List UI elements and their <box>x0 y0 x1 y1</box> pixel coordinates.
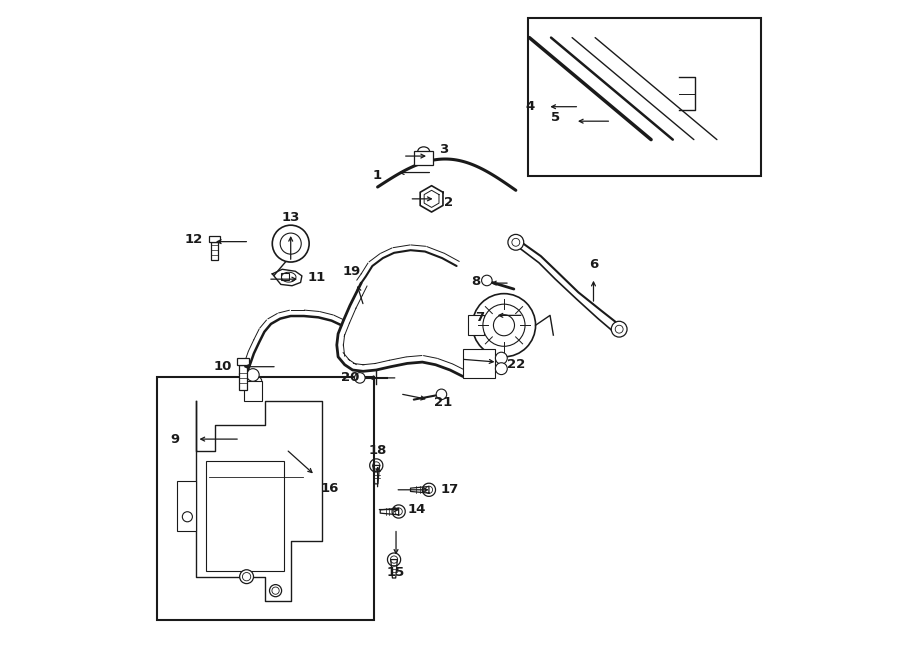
Text: 2: 2 <box>444 196 454 209</box>
Circle shape <box>242 572 251 581</box>
Circle shape <box>482 275 492 286</box>
Circle shape <box>508 235 524 251</box>
Circle shape <box>183 512 193 522</box>
Circle shape <box>273 225 309 262</box>
Text: 12: 12 <box>184 233 202 246</box>
Circle shape <box>355 373 365 383</box>
Circle shape <box>472 293 536 357</box>
Text: 6: 6 <box>589 258 598 271</box>
Bar <box>237 358 248 365</box>
Circle shape <box>495 363 508 375</box>
Text: 3: 3 <box>439 143 448 156</box>
Text: 22: 22 <box>507 358 525 371</box>
Text: 1: 1 <box>373 169 382 182</box>
Text: 14: 14 <box>408 503 427 516</box>
Text: 19: 19 <box>342 265 360 278</box>
Circle shape <box>493 315 515 336</box>
Text: 13: 13 <box>282 211 300 224</box>
Text: 18: 18 <box>368 444 387 457</box>
Circle shape <box>269 584 282 597</box>
Circle shape <box>616 325 623 333</box>
Text: 5: 5 <box>551 112 560 124</box>
Circle shape <box>611 321 627 337</box>
Circle shape <box>436 389 446 400</box>
Bar <box>464 349 495 378</box>
Bar <box>415 151 433 165</box>
Bar <box>206 461 284 570</box>
Text: 11: 11 <box>308 272 326 284</box>
Bar <box>212 242 218 260</box>
Circle shape <box>495 352 508 364</box>
Text: 17: 17 <box>441 483 459 496</box>
Text: 9: 9 <box>170 432 179 446</box>
Text: 8: 8 <box>472 274 481 288</box>
Circle shape <box>483 304 525 346</box>
Text: 20: 20 <box>341 371 359 385</box>
Text: 21: 21 <box>435 397 453 409</box>
Bar <box>281 273 289 280</box>
Bar <box>177 481 196 531</box>
Text: 15: 15 <box>387 566 405 579</box>
Bar <box>238 365 247 390</box>
Circle shape <box>280 233 302 254</box>
Circle shape <box>512 239 520 247</box>
Circle shape <box>247 369 259 381</box>
Bar <box>209 237 220 242</box>
Text: 4: 4 <box>526 100 535 113</box>
Bar <box>158 377 374 620</box>
Text: 7: 7 <box>475 311 484 324</box>
Circle shape <box>272 587 279 594</box>
Circle shape <box>239 570 254 584</box>
Bar <box>527 18 761 176</box>
Bar <box>244 381 262 401</box>
Bar <box>468 315 484 335</box>
Text: 16: 16 <box>321 482 339 495</box>
Text: 10: 10 <box>213 360 232 373</box>
